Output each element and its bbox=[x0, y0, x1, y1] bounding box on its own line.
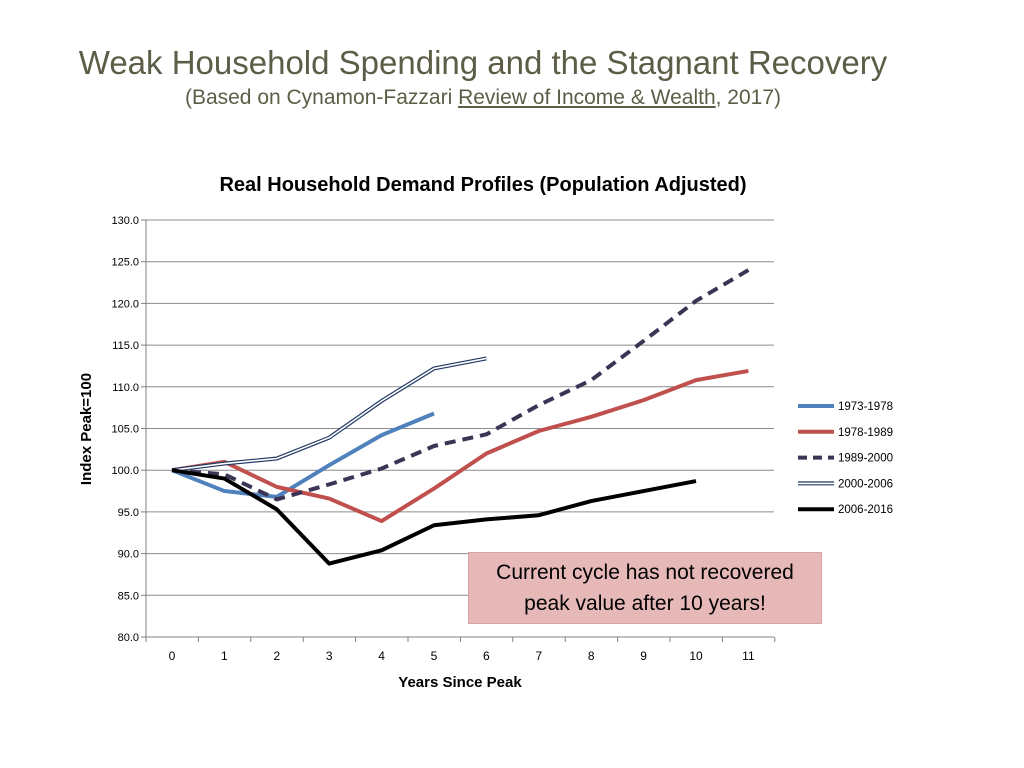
y-axis-label: Index Peak=100 bbox=[78, 373, 95, 485]
y-tick-label: 130.0 bbox=[111, 215, 139, 227]
series-line-1989-2000 bbox=[171, 268, 750, 502]
series-line-2006-2016 bbox=[171, 468, 697, 566]
x-tick-label: 0 bbox=[169, 649, 176, 663]
y-tick-label: 110.0 bbox=[112, 382, 139, 394]
subtitle-prefix: (Based on Cynamon-Fazzari bbox=[184, 86, 459, 109]
y-tick-label: 120.0 bbox=[111, 298, 139, 310]
callout-line-2: peak value after 10 years! bbox=[524, 592, 766, 615]
x-tick-label: 9 bbox=[640, 649, 647, 663]
x-tick-label: 6 bbox=[483, 649, 490, 663]
y-tick-label: 105.0 bbox=[111, 424, 139, 436]
series-line-2000-2006 bbox=[171, 356, 487, 473]
subtitle-suffix: , 2017) bbox=[715, 86, 782, 109]
y-tick-label: 125.0 bbox=[111, 257, 139, 269]
x-tick-label: 7 bbox=[535, 649, 542, 663]
y-tick-label: 80.0 bbox=[118, 632, 139, 644]
callout-box: Current cycle has not recovered peak val… bbox=[468, 552, 822, 624]
legend-label: 1989-2000 bbox=[838, 453, 893, 465]
y-tick-label: 100.0 bbox=[111, 465, 139, 477]
legend-label: 1978-1989 bbox=[838, 427, 893, 439]
series-line-1973-1978 bbox=[171, 411, 435, 499]
legend-label: 2006-2016 bbox=[838, 504, 893, 516]
x-tick-label: 3 bbox=[326, 649, 333, 663]
x-tick-label: 1 bbox=[221, 649, 228, 663]
y-tick-label: 90.0 bbox=[118, 549, 139, 561]
x-tick-label: 8 bbox=[588, 649, 595, 663]
subtitle-link[interactable]: Review of Income & Wealth bbox=[458, 86, 716, 109]
x-axis-label: Years Since Peak bbox=[398, 674, 522, 691]
chart-title: Real Household Demand Profiles (Populati… bbox=[219, 174, 747, 196]
x-tick-label: 2 bbox=[273, 649, 280, 663]
x-tick-label: 4 bbox=[378, 649, 385, 663]
y-tick-label: 95.0 bbox=[118, 507, 139, 519]
y-tick-label: 115.0 bbox=[112, 340, 139, 352]
legend-label: 2000-2006 bbox=[838, 478, 893, 490]
y-tick-label: 85.0 bbox=[118, 590, 139, 602]
slide-subtitle: (Based on Cynamon-Fazzari Review of Inco… bbox=[0, 86, 966, 110]
series-line-1978-1989 bbox=[171, 368, 749, 524]
legend-label: 1973-1978 bbox=[838, 401, 893, 413]
slide-title: Weak Household Spending and the Stagnant… bbox=[78, 44, 888, 81]
callout-line-1: Current cycle has not recovered bbox=[496, 561, 794, 584]
x-tick-label: 5 bbox=[431, 649, 438, 663]
series-line-inner-2000-2006 bbox=[171, 357, 487, 471]
x-tick-label: 11 bbox=[742, 649, 755, 663]
x-tick-label: 10 bbox=[689, 649, 703, 663]
